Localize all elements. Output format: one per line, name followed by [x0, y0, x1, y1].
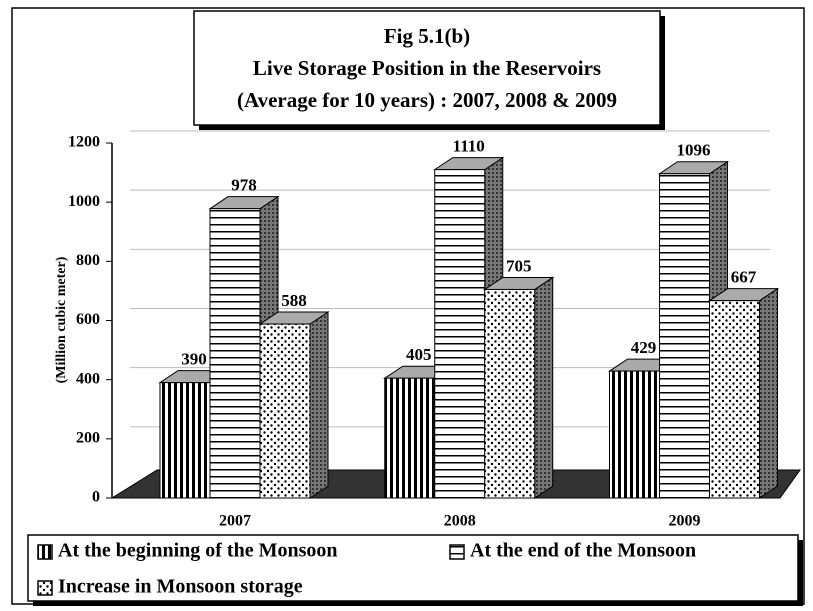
y-tick-label: 600 [76, 311, 100, 328]
legend-swatch [37, 580, 53, 596]
bar-front [159, 382, 211, 499]
data-label: 667 [731, 268, 757, 287]
bar-side [309, 311, 329, 499]
bar [707, 287, 780, 499]
bar-front [434, 169, 486, 499]
y-tick-label: 1000 [68, 193, 100, 210]
legend-swatch [37, 544, 53, 560]
bar-front [384, 377, 436, 499]
data-label: 978 [231, 176, 257, 195]
legend-label: At the end of the Monsoon [470, 540, 696, 562]
y-axis-label: (Million cubic meter) [54, 256, 69, 383]
y-tick-label: 400 [76, 370, 100, 387]
chart-title: (Average for 10 years) : 2007, 2008 & 20… [237, 88, 617, 112]
y-tick-label: 1200 [68, 134, 100, 151]
bar-front [209, 208, 261, 499]
y-tick-label: 800 [76, 252, 100, 269]
bar-front [608, 370, 660, 499]
bar [258, 311, 330, 499]
data-label: 390 [181, 350, 207, 369]
bar-front [259, 323, 311, 499]
y-tick-label: 200 [76, 430, 100, 447]
data-label: 405 [406, 345, 432, 364]
chart-title: Fig 5.1(b) [384, 24, 470, 48]
chart-title: Live Storage Position in the Reservoirs [253, 56, 601, 80]
x-tick-label: 2008 [444, 513, 476, 530]
legend-swatch [449, 544, 465, 560]
x-tick-label: 2009 [668, 513, 700, 530]
bar [483, 276, 555, 499]
legend-box [27, 534, 799, 602]
x-tick-label: 2007 [219, 513, 251, 530]
legend-label: Increase in Monsoon storage [58, 576, 303, 598]
bar-side [534, 276, 554, 499]
data-label: 1110 [453, 137, 485, 156]
bar-front [708, 300, 760, 499]
bar-front [484, 288, 536, 499]
data-label: 429 [631, 338, 657, 357]
data-label: 1096 [676, 141, 710, 160]
legend-label: At the beginning of the Monsoon [58, 540, 337, 562]
y-tick-label: 0 [92, 489, 100, 506]
title-box [193, 10, 661, 126]
bar-front [658, 173, 710, 499]
data-label: 588 [281, 291, 307, 310]
data-label: 705 [506, 256, 532, 275]
bar-side [758, 287, 778, 499]
